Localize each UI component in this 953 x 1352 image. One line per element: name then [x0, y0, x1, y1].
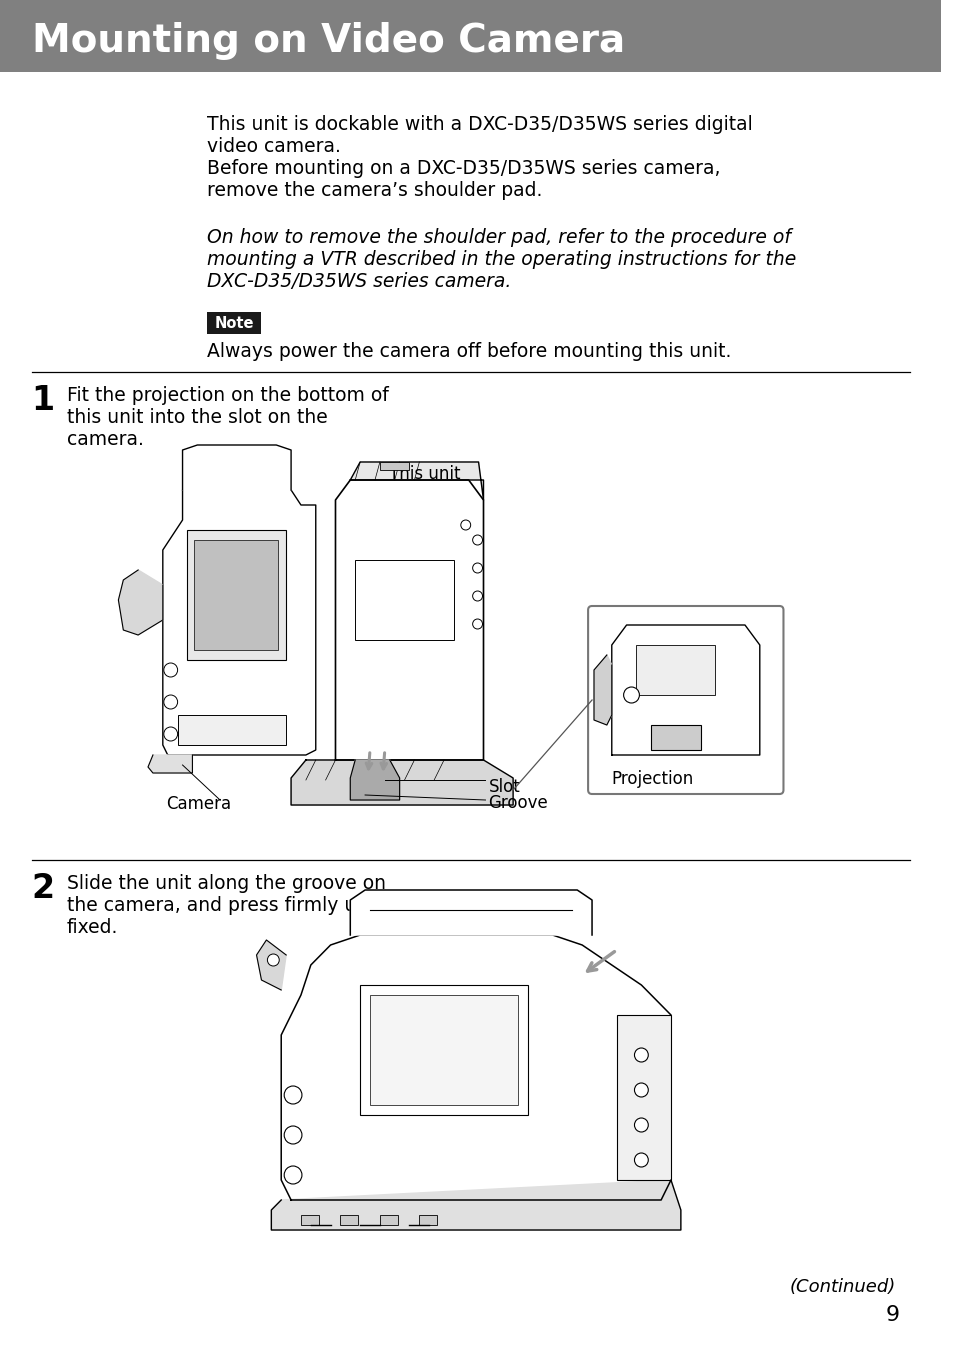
Circle shape — [164, 695, 177, 708]
Bar — [300, 1215, 318, 1225]
Text: (Continued): (Continued) — [788, 1278, 895, 1297]
Polygon shape — [271, 1180, 680, 1230]
Polygon shape — [335, 480, 483, 760]
Circle shape — [284, 1126, 302, 1144]
Polygon shape — [350, 760, 399, 800]
FancyBboxPatch shape — [207, 312, 261, 334]
Text: mounting a VTR described in the operating instructions for the: mounting a VTR described in the operatin… — [207, 250, 796, 269]
Circle shape — [472, 535, 482, 545]
Polygon shape — [118, 571, 163, 635]
Text: 1: 1 — [31, 384, 54, 416]
Circle shape — [472, 619, 482, 629]
Text: DXC-D35/D35WS series camera.: DXC-D35/D35WS series camera. — [207, 272, 511, 291]
Bar — [616, 1015, 670, 1180]
Text: Groove: Groove — [488, 794, 548, 813]
Text: Before mounting on a DXC-D35/D35WS series camera,: Before mounting on a DXC-D35/D35WS serie… — [207, 160, 720, 178]
Polygon shape — [148, 754, 193, 773]
FancyBboxPatch shape — [587, 606, 782, 794]
Circle shape — [634, 1048, 648, 1063]
Bar — [360, 986, 527, 1115]
Text: the camera, and press firmly until: the camera, and press firmly until — [67, 896, 385, 915]
Text: 9: 9 — [885, 1305, 899, 1325]
Polygon shape — [611, 625, 759, 754]
Text: Camera: Camera — [166, 795, 231, 813]
Text: this unit into the slot on the: this unit into the slot on the — [67, 408, 328, 427]
Polygon shape — [163, 465, 315, 754]
Bar — [370, 995, 517, 1105]
Text: Slide the unit along the groove on: Slide the unit along the groove on — [67, 873, 386, 894]
Polygon shape — [350, 890, 592, 936]
Polygon shape — [256, 940, 286, 990]
Bar — [651, 725, 700, 750]
Bar — [355, 560, 454, 639]
Circle shape — [164, 727, 177, 741]
Bar — [636, 645, 715, 695]
Circle shape — [634, 1118, 648, 1132]
Polygon shape — [594, 654, 611, 725]
Text: Note: Note — [214, 315, 253, 330]
Polygon shape — [291, 760, 513, 804]
Text: This unit is dockable with a DXC-D35/D35WS series digital: This unit is dockable with a DXC-D35/D35… — [207, 115, 752, 134]
Circle shape — [267, 955, 279, 965]
Text: Slot: Slot — [488, 777, 519, 796]
Circle shape — [284, 1165, 302, 1184]
Text: remove the camera’s shoulder pad.: remove the camera’s shoulder pad. — [207, 181, 542, 200]
Circle shape — [284, 1086, 302, 1105]
Bar — [194, 539, 278, 650]
Circle shape — [472, 591, 482, 602]
FancyBboxPatch shape — [0, 0, 941, 72]
Text: 2: 2 — [31, 872, 54, 904]
Bar — [379, 1215, 397, 1225]
Circle shape — [164, 662, 177, 677]
Text: camera.: camera. — [67, 430, 144, 449]
Circle shape — [623, 687, 639, 703]
Bar — [379, 462, 409, 470]
Circle shape — [634, 1153, 648, 1167]
Polygon shape — [281, 936, 670, 1201]
Text: Projection: Projection — [611, 771, 693, 788]
Text: This unit: This unit — [388, 465, 459, 483]
Bar — [340, 1215, 357, 1225]
Text: On how to remove the shoulder pad, refer to the procedure of: On how to remove the shoulder pad, refer… — [207, 228, 790, 247]
Text: fixed.: fixed. — [67, 918, 118, 937]
Text: Mounting on Video Camera: Mounting on Video Camera — [31, 22, 624, 59]
Bar — [177, 715, 286, 745]
Circle shape — [472, 562, 482, 573]
Circle shape — [634, 1083, 648, 1096]
Circle shape — [460, 521, 470, 530]
Bar — [419, 1215, 436, 1225]
Bar — [188, 530, 286, 660]
Text: Fit the projection on the bottom of: Fit the projection on the bottom of — [67, 387, 389, 406]
Polygon shape — [182, 445, 291, 489]
Text: Always power the camera off before mounting this unit.: Always power the camera off before mount… — [207, 342, 731, 361]
Polygon shape — [350, 462, 483, 500]
Text: video camera.: video camera. — [207, 137, 341, 155]
